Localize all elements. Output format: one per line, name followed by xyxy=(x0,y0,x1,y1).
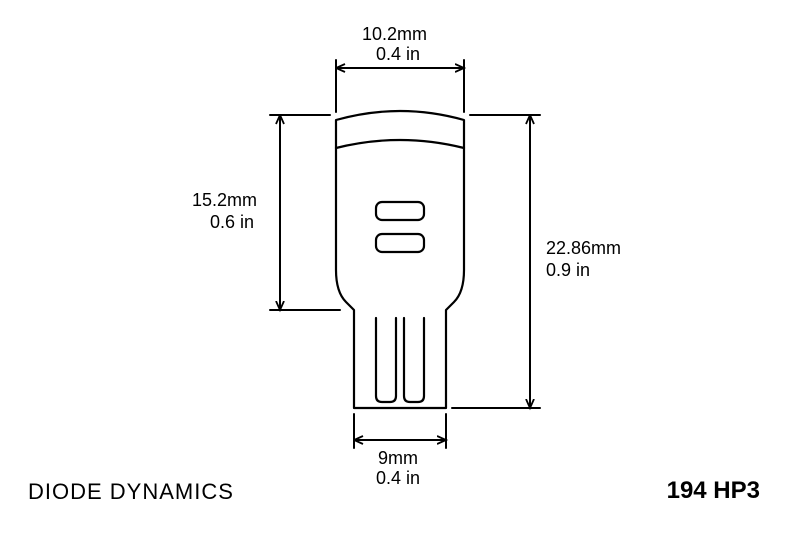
product-label: 194 HP3 xyxy=(667,477,760,505)
dim-top-mm: 10.2mm xyxy=(362,24,427,46)
diagram-container: 10.2mm 0.4 in 15.2mm 0.6 in 22.86mm 0.9 … xyxy=(0,0,800,533)
dim-right-in: 0.9 in xyxy=(546,260,590,282)
brand-label: DIODE DYNAMICS xyxy=(28,479,234,505)
dim-left-in: 0.6 in xyxy=(210,212,254,234)
dim-bottom-in: 0.4 in xyxy=(376,468,420,490)
dim-left-mm: 15.2mm xyxy=(192,190,257,212)
dim-top-in: 0.4 in xyxy=(376,44,420,66)
dim-right-mm: 22.86mm xyxy=(546,238,621,260)
dim-bottom-mm: 9mm xyxy=(378,448,418,470)
